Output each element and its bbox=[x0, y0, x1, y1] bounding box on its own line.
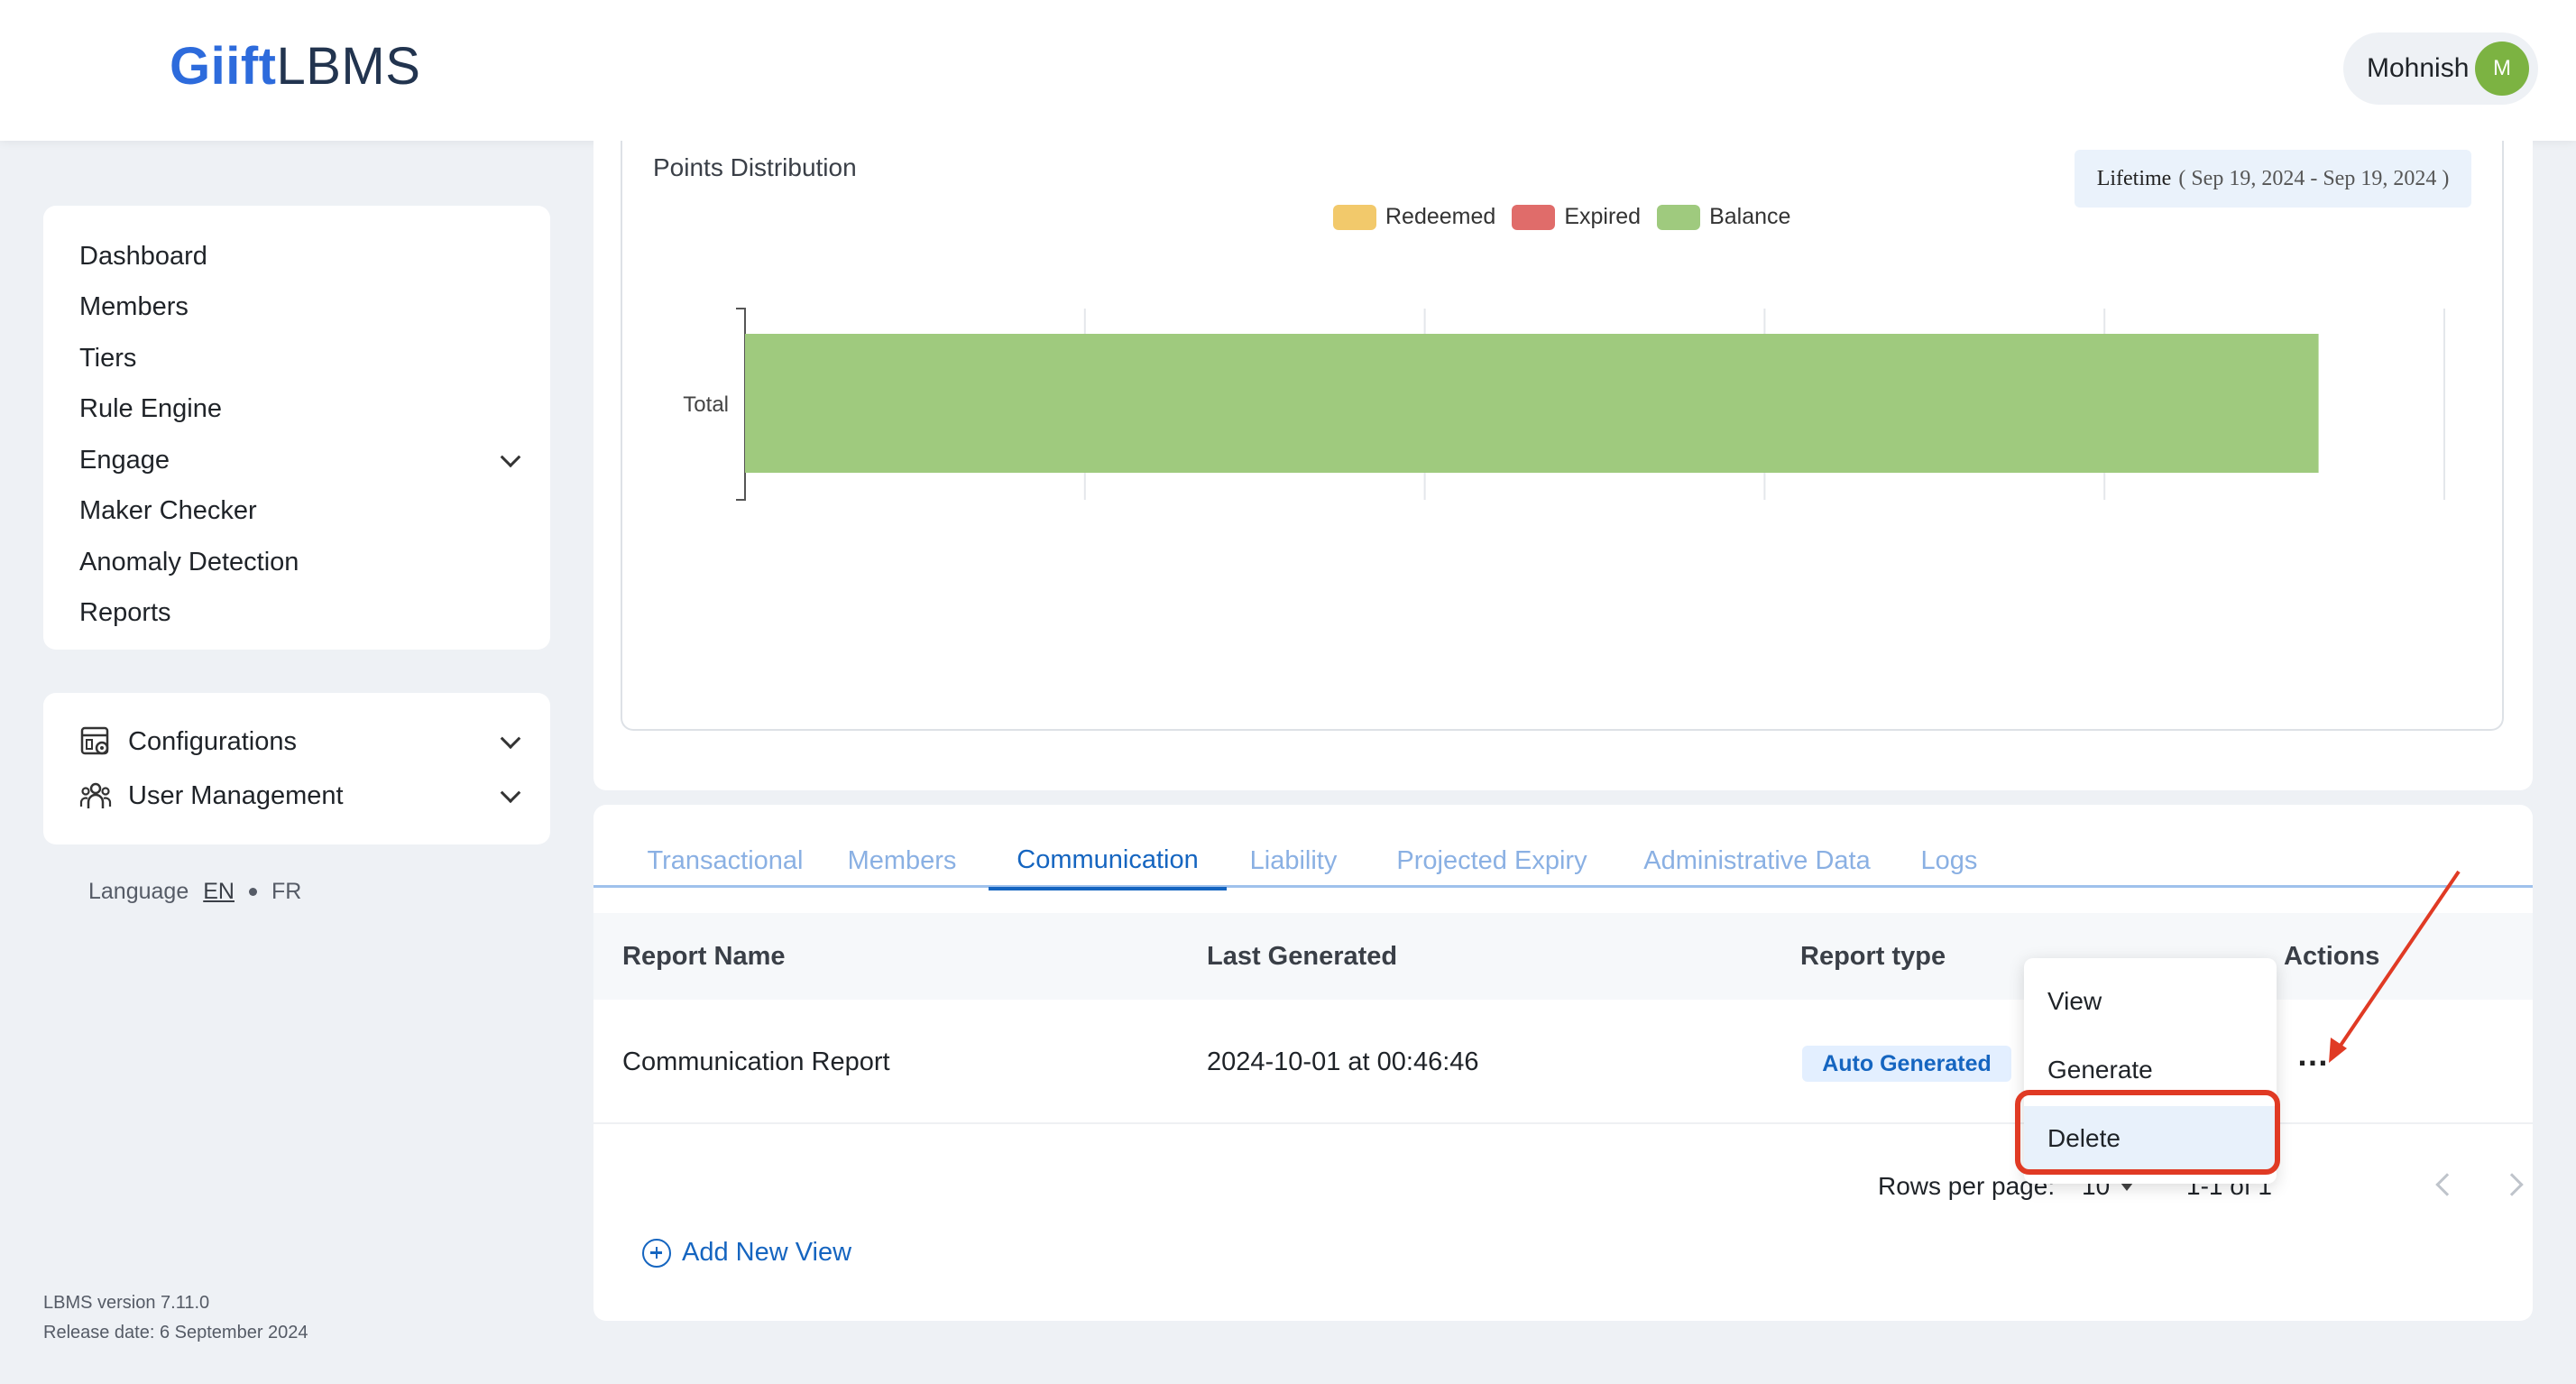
bar-balance-total[interactable] bbox=[745, 334, 2319, 473]
legend-item-balance[interactable]: Balance bbox=[1657, 204, 1790, 230]
column-header-report-type[interactable]: Report type bbox=[1800, 941, 1946, 971]
sidebar-item-dashboard[interactable]: Dashboard bbox=[43, 231, 550, 282]
points-distribution-chart: Total bbox=[683, 308, 2445, 501]
sidebar-item-label: Members bbox=[79, 292, 189, 322]
column-header-last-generated[interactable]: Last Generated bbox=[1207, 941, 1398, 971]
sidebar-item-label: Dashboard bbox=[79, 241, 207, 271]
chart-title: Points Distribution bbox=[653, 153, 857, 181]
chart-frame bbox=[621, 141, 2504, 731]
logo-regular-text: LBMS bbox=[276, 37, 421, 96]
chevron-down-icon bbox=[500, 728, 521, 750]
legend-item-expired[interactable]: Expired bbox=[1512, 204, 1641, 230]
user-management-icon bbox=[79, 782, 112, 808]
tab-logs[interactable]: Logs bbox=[1920, 845, 1978, 875]
tab-transactional[interactable]: Transactional bbox=[647, 845, 804, 875]
report-tabs: Transactional Members Communication Liab… bbox=[593, 834, 2533, 890]
sidebar-item-label: Rule Engine bbox=[79, 394, 222, 424]
sidebar-item-label: Reports bbox=[79, 598, 171, 628]
sidebar-item-anomaly-detection[interactable]: Anomaly Detection bbox=[43, 537, 550, 588]
release-date-text: Release date: 6 September 2024 bbox=[43, 1323, 308, 1342]
column-header-actions: Actions bbox=[2284, 941, 2380, 971]
sidebar-item-label: Configurations bbox=[128, 726, 297, 756]
sidebar-item-rule-engine[interactable]: Rule Engine bbox=[43, 384, 550, 436]
points-distribution-card: Points Distribution Lifetime ( Sep 19, 2… bbox=[593, 141, 2533, 790]
user-menu-button[interactable]: Mohnish M bbox=[2343, 32, 2538, 105]
sidebar-item-user-management[interactable]: User Management bbox=[43, 769, 550, 823]
legend-label: Balance bbox=[1709, 204, 1791, 229]
sidebar-item-label: Engage bbox=[79, 445, 170, 475]
chevron-right-icon[interactable] bbox=[2500, 1173, 2524, 1196]
add-new-view-button[interactable]: Add New View bbox=[642, 1238, 851, 1268]
lifetime-date-range-button[interactable]: Lifetime ( Sep 19, 2024 - Sep 19, 2024 ) bbox=[2075, 150, 2471, 208]
y-axis-line bbox=[736, 308, 746, 501]
actions-menu: View Generate Delete bbox=[2024, 958, 2277, 1184]
sidebar-item-label: Anomaly Detection bbox=[79, 547, 299, 577]
sidebar-item-engage[interactable]: Engage bbox=[43, 435, 550, 486]
column-header-report-name[interactable]: Report Name bbox=[622, 941, 786, 971]
tab-projected-expiry[interactable]: Projected Expiry bbox=[1396, 845, 1587, 875]
report-name-cell: Communication Report bbox=[622, 1047, 890, 1076]
tab-liability[interactable]: Liability bbox=[1249, 845, 1338, 875]
chevron-left-icon[interactable] bbox=[2435, 1173, 2459, 1196]
annotation-highlight-box bbox=[2015, 1090, 2280, 1175]
separator-dot bbox=[248, 888, 257, 896]
chevron-down-icon bbox=[500, 447, 521, 468]
top-header: GiiftLBMS Mohnish M bbox=[0, 0, 2576, 141]
sidebar-item-label: User Management bbox=[128, 780, 344, 810]
chevron-down-icon bbox=[500, 782, 521, 804]
category-label: Total bbox=[683, 392, 729, 417]
sidebar-item-members[interactable]: Members bbox=[43, 282, 550, 334]
language-switcher: Language EN FR bbox=[88, 879, 301, 905]
legend-label: Redeemed bbox=[1385, 204, 1496, 229]
version-text: LBMS version 7.11.0 bbox=[43, 1293, 210, 1313]
configurations-icon bbox=[80, 726, 109, 755]
tab-communication[interactable]: Communication bbox=[989, 834, 1227, 890]
menu-item-delete[interactable]: Delete bbox=[2024, 1106, 2277, 1171]
lifetime-label: Lifetime bbox=[2096, 166, 2172, 190]
tab-members[interactable]: Members bbox=[847, 845, 957, 875]
lifetime-range: ( Sep 19, 2024 - Sep 19, 2024 ) bbox=[2178, 166, 2450, 190]
last-generated-cell: 2024-10-01 at 00:46:46 bbox=[1207, 1047, 1479, 1076]
legend-item-redeemed[interactable]: Redeemed bbox=[1333, 204, 1495, 230]
more-actions-icon[interactable]: … bbox=[2296, 1036, 2330, 1073]
report-type-badge: Auto Generated bbox=[1802, 1046, 2011, 1082]
table-row[interactable]: Communication Report 2024-10-01 at 00:46… bbox=[593, 1000, 2533, 1124]
app-logo[interactable]: GiiftLBMS bbox=[170, 36, 420, 97]
menu-item-view[interactable]: View bbox=[2047, 987, 2102, 1015]
sidebar-item-label: Tiers bbox=[79, 343, 137, 373]
version-info: LBMS version 7.11.0 Release date: 6 Sept… bbox=[43, 1288, 308, 1348]
avatar: M bbox=[2475, 42, 2529, 96]
legend-swatch-balance bbox=[1657, 204, 1701, 230]
sidebar-item-label: Maker Checker bbox=[79, 496, 257, 526]
logo-bold-text: Giift bbox=[170, 37, 277, 96]
legend-label: Expired bbox=[1564, 204, 1642, 229]
legend-swatch-redeemed bbox=[1333, 204, 1376, 230]
plus-circle-icon bbox=[642, 1238, 671, 1268]
menu-item-generate[interactable]: Generate bbox=[2047, 1056, 2153, 1084]
language-en-link[interactable]: EN bbox=[203, 879, 235, 904]
caret-down-icon bbox=[2121, 1182, 2134, 1191]
sidebar-item-reports[interactable]: Reports bbox=[43, 588, 550, 640]
sidebar-config-nav: Configurations User Management bbox=[43, 693, 550, 844]
language-label: Language bbox=[88, 879, 189, 904]
legend-swatch-expired bbox=[1512, 204, 1556, 230]
tab-administrative-data[interactable]: Administrative Data bbox=[1643, 845, 1871, 875]
sidebar-item-configurations[interactable]: Configurations bbox=[43, 715, 550, 769]
add-new-view-label: Add New View bbox=[682, 1238, 852, 1267]
sidebar-main-nav: Dashboard Members Tiers Rule Engine Enga… bbox=[43, 206, 550, 650]
chart-legend: Redeemed Expired Balance bbox=[1333, 204, 1794, 230]
language-fr-link[interactable]: FR bbox=[271, 879, 302, 904]
sidebar-item-tiers[interactable]: Tiers bbox=[43, 333, 550, 384]
sidebar-item-maker-checker[interactable]: Maker Checker bbox=[43, 486, 550, 538]
user-name: Mohnish bbox=[2367, 53, 2470, 83]
